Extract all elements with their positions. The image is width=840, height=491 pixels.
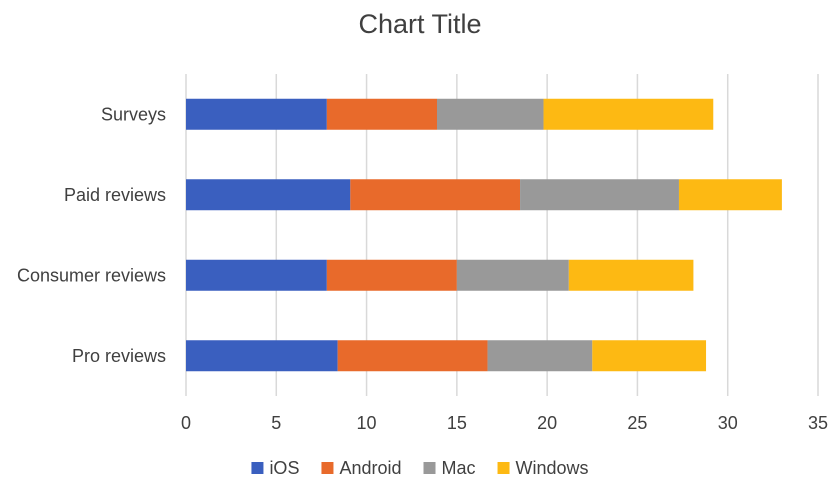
- bar-windows-pro-reviews: [592, 340, 707, 372]
- legend-label: Android: [339, 458, 401, 478]
- category-label: Surveys: [101, 104, 166, 124]
- value-axis-tick-labels: 0 5 10 15 20 25 30 35: [181, 413, 828, 433]
- x-tick-label: 30: [718, 413, 738, 433]
- bar-ios-paid-reviews: [186, 179, 351, 211]
- legend-swatch-windows: [497, 462, 510, 474]
- bar-android-surveys: [326, 98, 437, 130]
- category-axis-labels: Pro reviews Consumer reviews Paid reviews S…: [17, 104, 166, 366]
- legend-label: iOS: [269, 458, 299, 478]
- bar-android-paid-reviews: [350, 179, 521, 211]
- category-label: Pro reviews: [72, 346, 166, 366]
- legend-label: Mac: [442, 458, 476, 478]
- x-tick-label: 35: [808, 413, 828, 433]
- x-tick-label: 25: [627, 413, 647, 433]
- legend-swatch-android: [321, 462, 334, 474]
- bar-mac-surveys: [436, 98, 544, 130]
- bar-ios-pro-reviews: [186, 340, 338, 372]
- bar-windows-surveys: [543, 98, 714, 130]
- bar-android-pro-reviews: [337, 340, 488, 372]
- bar-mac-paid-reviews: [520, 179, 679, 211]
- bar-mac-consumer-reviews: [456, 259, 569, 291]
- x-tick-label: 0: [181, 413, 191, 433]
- bar-ios-consumer-reviews: [186, 259, 327, 291]
- x-tick-label: 15: [447, 413, 467, 433]
- bar-mac-pro-reviews: [487, 340, 593, 372]
- bar-windows-consumer-reviews: [568, 259, 694, 291]
- chart-title: Chart Title: [358, 9, 481, 39]
- legend-label: Windows: [516, 458, 589, 478]
- bar-ios-surveys: [186, 98, 327, 130]
- bar-series: [186, 98, 782, 372]
- bar-windows-paid-reviews: [678, 179, 782, 211]
- legend-swatch-ios: [251, 462, 264, 474]
- x-tick-label: 5: [271, 413, 281, 433]
- legend-swatch-mac: [423, 462, 436, 474]
- category-label: Consumer reviews: [17, 265, 166, 285]
- category-label: Paid reviews: [64, 185, 166, 205]
- legend: iOS Android Mac Windows: [251, 458, 589, 478]
- bar-android-consumer-reviews: [326, 259, 457, 291]
- x-tick-label: 10: [357, 413, 377, 433]
- x-tick-label: 20: [537, 413, 557, 433]
